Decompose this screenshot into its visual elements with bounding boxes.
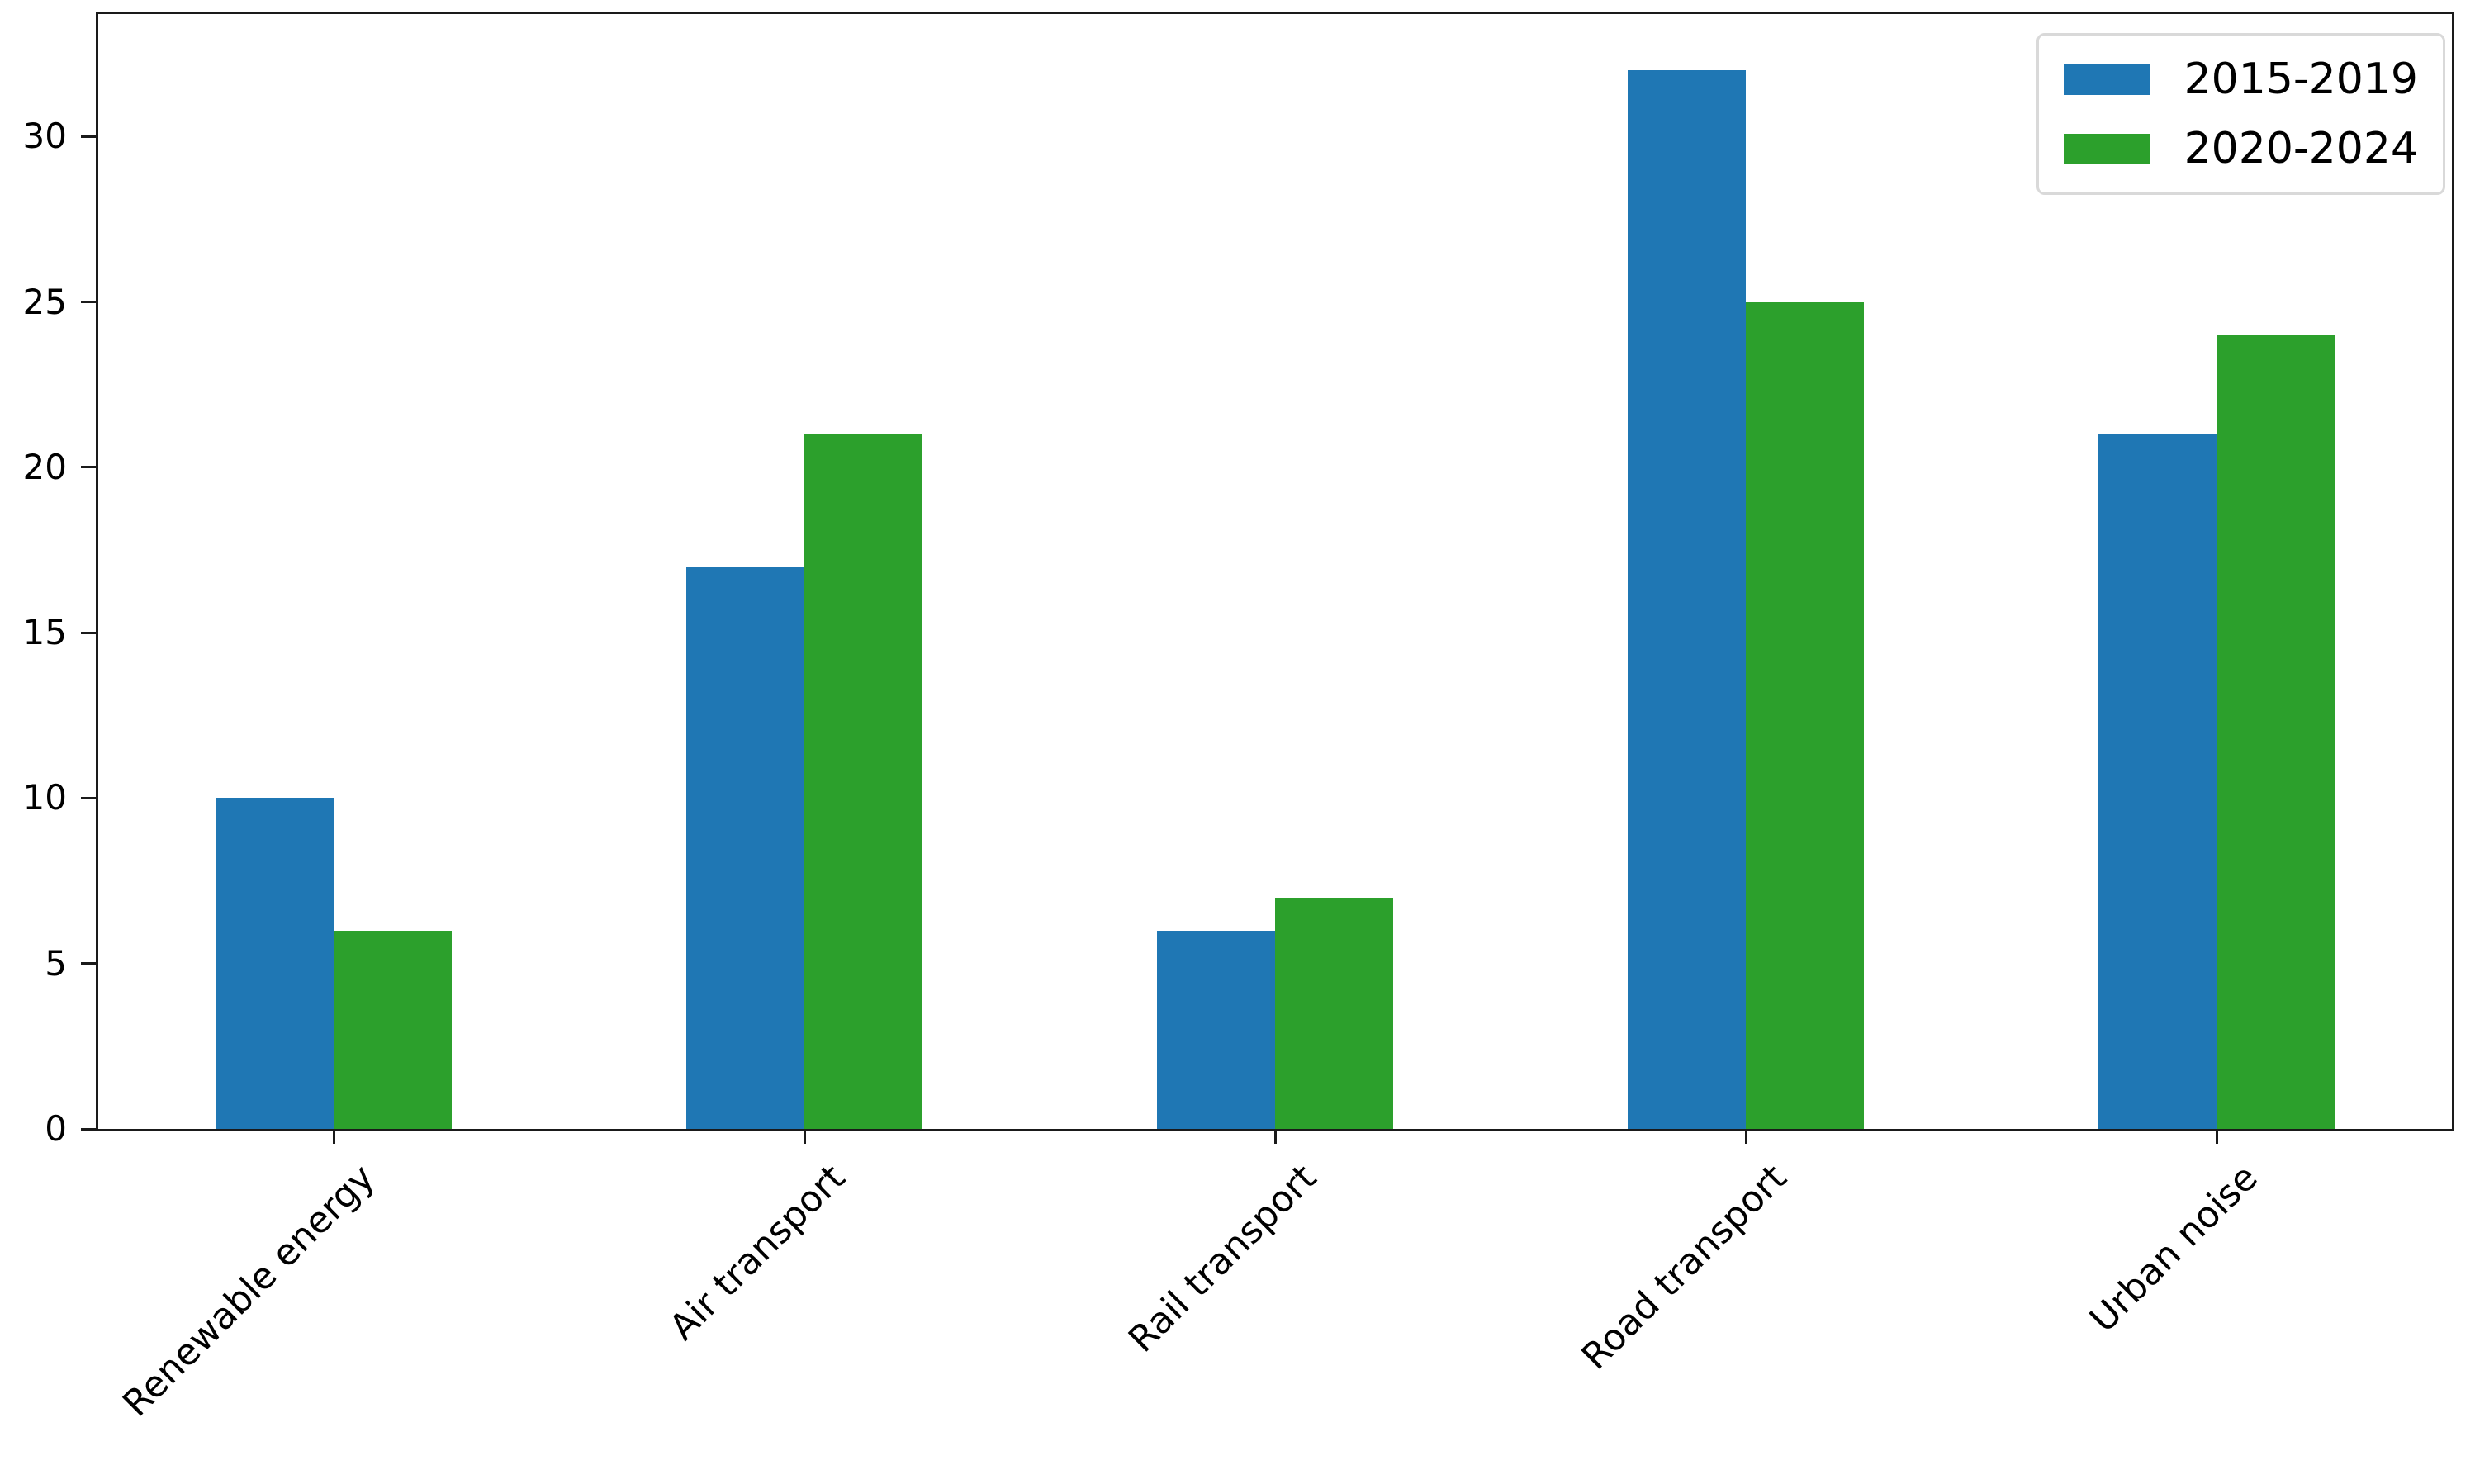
- y-axis-tick: [81, 466, 96, 469]
- bar-2020-2024-urban-noise: [2217, 335, 2335, 1129]
- x-axis-category-label: Urban noise: [2081, 1156, 2266, 1341]
- y-axis-tick-label: 15: [22, 612, 67, 653]
- legend-swatch-blue: [2063, 64, 2150, 95]
- legend-label: 2015-2019: [2183, 55, 2418, 104]
- bar-2020-2024-renewable-energy: [334, 931, 452, 1129]
- y-axis-tick: [81, 962, 96, 965]
- y-axis-tick-label: 30: [22, 116, 67, 157]
- x-axis-tick: [1273, 1129, 1277, 1144]
- y-axis-tick-label: 25: [22, 281, 67, 322]
- y-axis-tick-label: 20: [22, 446, 67, 487]
- x-axis-category-label: Air transport: [661, 1156, 854, 1349]
- legend-entry: 2015-2019: [2063, 54, 2418, 105]
- x-axis-category-label: Road transport: [1573, 1156, 1795, 1378]
- y-axis-tick: [81, 135, 96, 138]
- y-axis-tick: [81, 1127, 96, 1131]
- bar-2015-2019-renewable-energy: [216, 798, 334, 1129]
- bar-2020-2024-rail-transport: [1275, 898, 1393, 1129]
- bar-2015-2019-road-transport: [1628, 70, 1746, 1129]
- legend-label: 2020-2024: [2183, 124, 2418, 173]
- x-axis-tick: [803, 1129, 806, 1144]
- y-axis-tick: [81, 796, 96, 799]
- y-axis-tick-label: 5: [45, 942, 67, 984]
- x-axis-tick: [2215, 1129, 2218, 1144]
- plot-area: 0 5 10 15 20 25 30 Renewable energy Air transpor…: [23, 12, 2454, 1425]
- y-axis-tick: [81, 301, 96, 304]
- bar-2015-2019-urban-noise: [2098, 434, 2217, 1129]
- y-axis-tick-label: 0: [45, 1108, 67, 1149]
- x-axis-category-label: Renewable energy: [115, 1156, 383, 1425]
- bar-2015-2019-air-transport: [686, 567, 804, 1129]
- bar-2015-2019-rail-transport: [1157, 931, 1275, 1129]
- y-axis-tick: [81, 631, 96, 634]
- legend-entry: 2020-2024: [2063, 123, 2418, 174]
- bar-2020-2024-road-transport: [1746, 302, 1864, 1129]
- x-axis-tick: [332, 1129, 335, 1144]
- legend: 2015-2019 2020-2024: [2036, 33, 2445, 195]
- y-axis-tick-label: 10: [22, 777, 67, 818]
- bar-2020-2024-air-transport: [804, 434, 922, 1129]
- x-axis-tick: [1744, 1129, 1747, 1144]
- x-axis-category-label: Rail transport: [1120, 1156, 1325, 1361]
- legend-swatch-green: [2063, 133, 2150, 164]
